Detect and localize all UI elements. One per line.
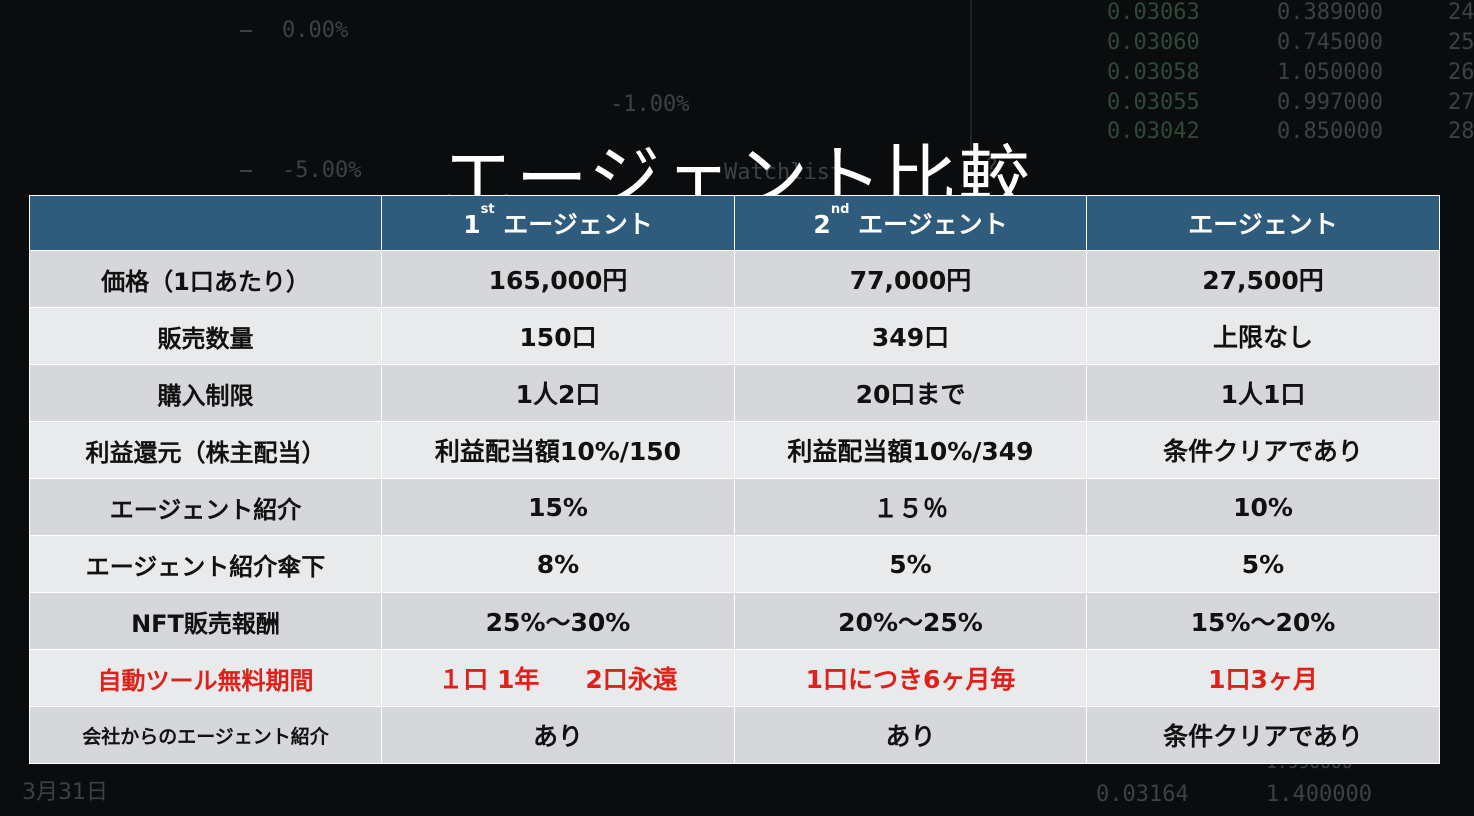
- cell-tool-1st-a: １口 1年: [438, 665, 540, 694]
- cell-nft-agent: 15%～20%: [1086, 592, 1440, 650]
- table-row: 会社からのエージェント紹介 あり あり 条件クリアであり: [29, 706, 1440, 764]
- row-label-free-tool-period: 自動ツール無料期間: [29, 649, 382, 707]
- table-row: 利益還元（株主配当） 利益配当額10%/150 利益配当額10%/349 条件ク…: [29, 421, 1440, 479]
- table-row: エージェント紹介傘下 8% 5% 5%: [29, 535, 1440, 593]
- header-col1-label: エージェント: [494, 210, 653, 239]
- bg-col1-3: 0.03055: [1107, 90, 1200, 115]
- bg-col2-1: 0.745000: [1277, 30, 1383, 55]
- bg-col1-2: 0.03058: [1107, 60, 1200, 85]
- table-row: 価格（1口あたり） 165,000円 77,000円 27,500円: [29, 250, 1440, 308]
- row-label-price: 価格（1口あたり）: [29, 250, 382, 308]
- cell-price-1st: 165,000円: [381, 250, 735, 308]
- header-col2-label: エージェント: [849, 210, 1008, 239]
- cell-qty-1st: 150口: [381, 307, 735, 365]
- cell-downline-2nd: 5%: [734, 535, 1087, 593]
- bg-col3-2: 26: [1448, 60, 1474, 85]
- cell-profit-agent: 条件クリアであり: [1086, 421, 1440, 479]
- bg-bottom-right: 1.400000: [1266, 782, 1372, 807]
- header-col-1st-agent: 1st エージェント: [381, 195, 735, 251]
- header-col2-num: 2: [813, 210, 831, 239]
- cell-nft-2nd: 20%～25%: [734, 592, 1087, 650]
- header-blank: [29, 195, 382, 251]
- header-col2-sup: nd: [830, 202, 850, 217]
- cell-nft-1st: 25%～30%: [381, 592, 735, 650]
- comparison-table: 1st エージェント 2nd エージェント エージェント 価格（1口あたり） 1…: [29, 195, 1440, 764]
- cell-tool-1st: １口 1年 2口永遠: [381, 649, 735, 707]
- cell-limit-1st: 1人2口: [381, 364, 735, 422]
- header-col1-sup: st: [480, 202, 495, 217]
- bg-col3-4: 28: [1448, 119, 1474, 144]
- cell-price-agent: 27,500円: [1086, 250, 1440, 308]
- bg-col2-2: 1.050000: [1277, 60, 1383, 85]
- row-label-referral-downline: エージェント紹介傘下: [29, 535, 382, 593]
- header-col-2nd-agent: 2nd エージェント: [734, 195, 1087, 251]
- cell-limit-agent: 1人1口: [1086, 364, 1440, 422]
- cell-price-2nd: 77,000円: [734, 250, 1087, 308]
- cell-tool-2nd: 1口につき6ヶ月毎: [734, 649, 1087, 707]
- cell-profit-1st: 利益配当額10%/150: [381, 421, 735, 479]
- bg-col2-4: 0.850000: [1277, 119, 1383, 144]
- cell-company-1st: あり: [381, 706, 735, 764]
- cell-referral-2nd: １５％: [734, 478, 1087, 536]
- table-row: エージェント紹介 15% １５％ 10%: [29, 478, 1440, 536]
- row-label-agent-referral: エージェント紹介: [29, 478, 382, 536]
- tick-mark: [240, 30, 252, 32]
- row-label-nft-reward: NFT販売報酬: [29, 592, 382, 650]
- bg-col2-0: 0.389000: [1277, 0, 1383, 25]
- row-label-sales-qty: 販売数量: [29, 307, 382, 365]
- bg-col1-0: 0.03063: [1107, 0, 1200, 25]
- cell-company-2nd: あり: [734, 706, 1087, 764]
- bg-pct-low: -5.00%: [282, 158, 362, 183]
- table-row: 購入制限 1人2口 20口まで 1人1口: [29, 364, 1440, 422]
- bg-question: ?: [985, 155, 999, 180]
- cell-qty-agent: 上限なし: [1086, 307, 1440, 365]
- bg-col3-1: 25: [1448, 30, 1474, 55]
- bg-bottom-left: 0.03164: [1096, 782, 1189, 807]
- bg-pct-mid: -1.00%: [610, 92, 690, 117]
- cell-tool-agent: 1口3ヶ月: [1086, 649, 1440, 707]
- grid-line: [970, 0, 972, 190]
- cell-downline-agent: 5%: [1086, 535, 1440, 593]
- cell-limit-2nd: 20口まで: [734, 364, 1087, 422]
- table-header-row: 1st エージェント 2nd エージェント エージェント: [29, 195, 1440, 251]
- row-label-company-referral: 会社からのエージェント紹介: [29, 706, 382, 764]
- row-label-purchase-limit: 購入制限: [29, 364, 382, 422]
- table-row: 自動ツール無料期間 １口 1年 2口永遠 1口につき6ヶ月毎 1口3ヶ月: [29, 649, 1440, 707]
- tick-mark: [240, 170, 252, 172]
- cell-profit-2nd: 利益配当額10%/349: [734, 421, 1087, 479]
- header-col1-num: 1: [463, 210, 481, 239]
- bg-col3-0: 24: [1448, 0, 1474, 25]
- bg-pct-top: 0.00%: [282, 18, 349, 43]
- cell-tool-1st-b: 2口永遠: [585, 665, 678, 694]
- cell-referral-agent: 10%: [1086, 478, 1440, 536]
- bg-col1-1: 0.03060: [1107, 30, 1200, 55]
- header-col-agent: エージェント: [1086, 195, 1440, 251]
- bg-col1-4: 0.03042: [1107, 119, 1200, 144]
- bg-col3-3: 27: [1448, 90, 1474, 115]
- table-row: NFT販売報酬 25%～30% 20%～25% 15%～20%: [29, 592, 1440, 650]
- bg-col2-3: 0.997000: [1277, 90, 1383, 115]
- bg-date: 3月31日: [22, 780, 108, 805]
- cell-downline-1st: 8%: [381, 535, 735, 593]
- row-label-profit-return: 利益還元（株主配当）: [29, 421, 382, 479]
- bg-watchlist: Watchlist: [724, 160, 844, 185]
- cell-qty-2nd: 349口: [734, 307, 1087, 365]
- cell-company-agent: 条件クリアであり: [1086, 706, 1440, 764]
- cell-referral-1st: 15%: [381, 478, 735, 536]
- table-row: 販売数量 150口 349口 上限なし: [29, 307, 1440, 365]
